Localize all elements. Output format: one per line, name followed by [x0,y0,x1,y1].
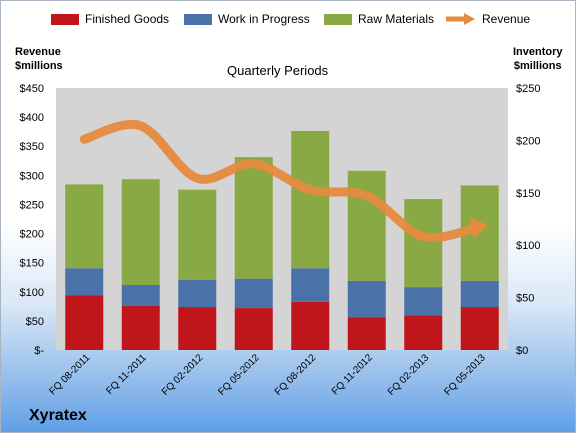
bar-raw-materials [234,157,273,279]
right-axis-tick-label: $50 [516,293,534,305]
right-axis-tick-label: $250 [516,83,540,95]
bar-raw-materials [404,199,443,288]
right-axis-tick-label: $200 [516,135,540,147]
legend-swatch-work-in-progress [184,13,212,25]
bar-finished-goods [234,308,273,350]
bar-work-in-progress [347,280,386,318]
bar-raw-materials [291,130,330,269]
bar-finished-goods [121,305,160,350]
left-axis-tick-label: $400 [20,112,44,124]
category-tick-label: FQ 11-2012 [330,352,375,397]
legend-label-revenue: Revenue [482,12,531,26]
bar-finished-goods [347,317,386,350]
category-tick-label: FQ 11-2011 [104,352,149,397]
legend-item-raw-materials: Raw Materials [324,9,434,29]
chart-title: Quarterly Periods [227,63,329,78]
bar-raw-materials [347,170,386,281]
legend-swatch-revenue-arrow-icon [446,13,475,25]
bar-work-in-progress [404,287,443,316]
brand-name: Xyratex [29,407,87,424]
legend: Finished Goods Work in Progress Raw Mate… [1,9,575,29]
category-tick-label: FQ 08-2012 [273,352,319,398]
legend-label-work-in-progress: Work in Progress [218,12,310,26]
bar-work-in-progress [121,285,160,306]
left-axis-tick-label: $450 [20,83,44,95]
category-tick-label: FQ 02-2013 [386,352,432,398]
bar-finished-goods [404,315,443,350]
left-axis-title-line1: Revenue [15,46,61,58]
category-tick-label: FQ 02-2012 [160,352,206,398]
category-tick-label: FQ 05-2013 [442,352,488,398]
legend-label-finished-goods: Finished Goods [85,12,170,26]
right-axis-title: Inventory $millions [513,45,563,73]
bar-raw-materials [178,189,217,280]
category-tick-label: FQ 08-2011 [47,352,92,397]
right-axis-title-line1: Inventory [513,46,563,58]
bar-raw-materials [65,184,104,269]
right-axis-tick-label: $0 [516,345,528,357]
bar-finished-goods [291,301,330,350]
bar-work-in-progress [460,280,499,308]
left-axis-tick-label: $350 [20,141,44,153]
revenue-line [79,119,485,243]
left-axis-tick-label: $50 [26,316,44,328]
left-axis-tick-label: $200 [20,229,44,241]
legend-swatch-finished-goods [51,13,79,25]
legend-swatch-raw-materials [324,13,352,25]
left-axis-tick-label: $250 [20,199,44,211]
left-axis-title-line2: $millions [15,60,63,72]
right-axis-tick-label: $150 [516,188,540,200]
legend-item-work-in-progress: Work in Progress [184,9,310,29]
legend-item-finished-goods: Finished Goods [51,9,169,29]
right-axis-tick-label: $100 [516,240,540,252]
bar-work-in-progress [234,278,273,309]
bar-work-in-progress [178,279,217,308]
bar-work-in-progress [291,268,330,302]
right-axis-title-line2: $millions [513,60,562,72]
revenue-arrowhead [469,217,488,239]
left-axis-tick-label: $100 [20,287,44,299]
legend-item-revenue: Revenue [446,9,530,29]
bar-finished-goods [65,295,104,350]
bar-work-in-progress [65,268,104,296]
left-axis-tick-label: $- [34,345,44,357]
left-axis-tick-label: $300 [20,170,44,182]
bar-raw-materials [121,179,160,286]
bar-finished-goods [460,307,499,350]
legend-label-raw-materials: Raw Materials [358,12,435,26]
category-tick-label: FQ 05-2012 [216,352,262,398]
left-axis-tick-label: $150 [20,258,44,270]
bar-finished-goods [178,307,217,350]
left-axis-title: Revenue $millions [15,45,63,73]
